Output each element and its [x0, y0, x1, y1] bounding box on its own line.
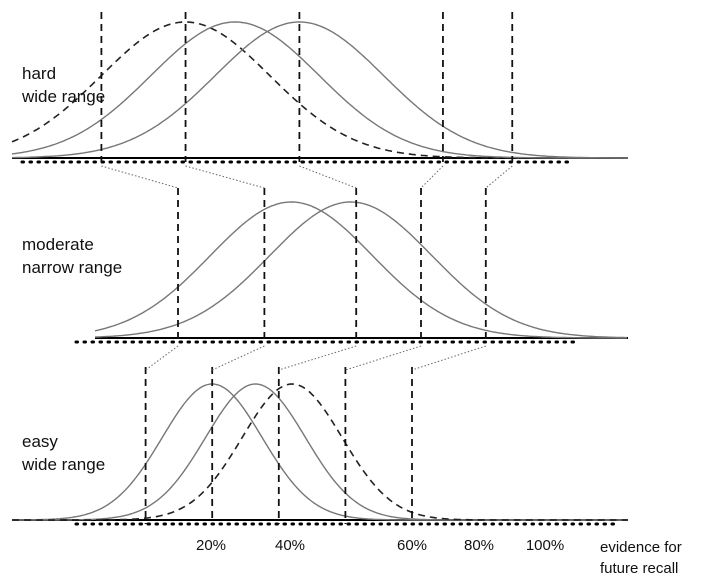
distribution-curve: [94, 201, 627, 339]
panel-label-hard: hard wide range: [22, 62, 105, 108]
x-axis-title: evidence for future recall: [600, 537, 682, 579]
criterion-connector: [420, 165, 444, 189]
x-tick-label: 60%: [396, 537, 428, 554]
criterion-connector: [211, 345, 265, 371]
criterion-connector: [485, 165, 513, 189]
criterion-connector: [145, 345, 179, 371]
x-axis-title-line2: future recall: [600, 560, 679, 577]
criterion-connector: [185, 165, 265, 189]
distribution-curve: [11, 21, 628, 159]
criterion-connector: [278, 345, 357, 371]
panel-label-moderate: moderate narrow range: [22, 233, 122, 279]
panel-label-easy: easy wide range: [22, 430, 105, 476]
x-tick-label: 20%: [195, 537, 227, 554]
distribution-curve: [12, 21, 628, 159]
panel-label-hard-line1: hard: [22, 64, 57, 83]
panel-label-easy-line2: wide range: [22, 455, 106, 474]
criterion-connector: [101, 165, 179, 189]
panel-label-moderate-line1: moderate: [22, 235, 94, 254]
x-axis-title-line1: evidence for: [600, 539, 682, 556]
distribution-curve: [12, 383, 628, 521]
criterion-connector: [299, 165, 357, 189]
x-tick-label: 100%: [525, 537, 565, 554]
x-tick-label: 80%: [463, 537, 495, 554]
panel-label-easy-line1: easy: [22, 432, 58, 451]
distribution-curve: [12, 383, 628, 521]
criterion-connector: [345, 345, 422, 371]
x-tick-label: 40%: [274, 537, 306, 554]
panel-label-hard-line2: wide range: [22, 87, 106, 106]
distribution-curve: [94, 201, 627, 339]
criterion-connector: [411, 345, 486, 371]
panel-label-moderate-line2: narrow range: [22, 258, 123, 277]
